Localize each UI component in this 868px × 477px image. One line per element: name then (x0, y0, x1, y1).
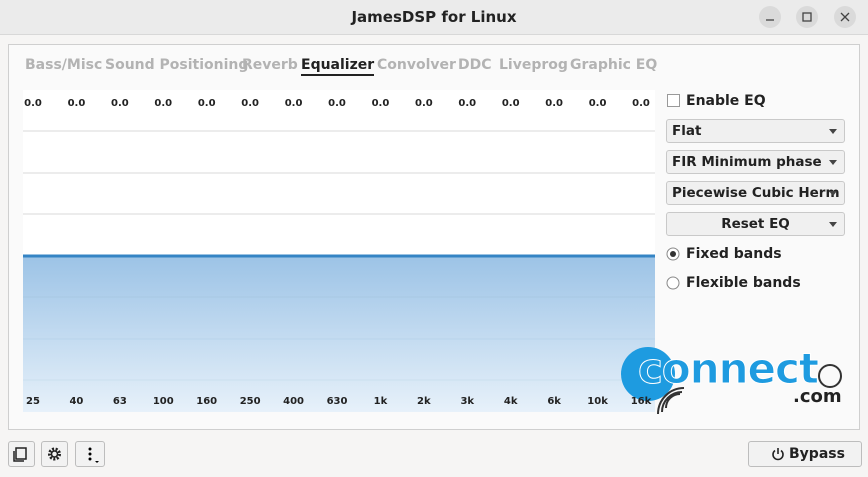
bypass-button[interactable]: Bypass (748, 441, 862, 467)
band-frequency: 4k (503, 396, 518, 407)
band-frequency: 100 (152, 396, 174, 407)
enable-label[interactable]: Enable EQ (686, 93, 766, 109)
band-frequency: 250 (239, 396, 261, 407)
window-button[interactable] (8, 441, 35, 467)
band-gain: 0.0 (241, 98, 259, 109)
band-gain: 0.0 (284, 98, 303, 109)
band-gain: 0.0 (328, 98, 346, 109)
band-gain: 0.0 (588, 98, 607, 109)
tab[interactable]: DDC (458, 57, 492, 73)
fixed-radio[interactable] (666, 247, 681, 262)
title-bar (0, 0, 868, 35)
band-gain: 0.0 (24, 98, 42, 109)
band-frequency: 25 (26, 396, 40, 407)
band-frequency: 630 (326, 396, 348, 407)
band-gain: 0.0 (414, 98, 433, 109)
band-frequency: 160 (196, 396, 218, 407)
band-gain: 0.0 (67, 98, 86, 109)
tab[interactable]: Graphic EQ (570, 57, 658, 73)
band-gain: 0.0 (110, 98, 129, 109)
tab[interactable]: Sound Positioning (105, 57, 249, 73)
preset-combo[interactable]: Flat (666, 119, 845, 143)
reset-button[interactable]: Reset EQ (666, 212, 845, 236)
close-button[interactable] (834, 6, 856, 28)
band-gain: 0.0 (545, 98, 563, 109)
band-gain: 0.0 (501, 98, 520, 109)
interpolation-combo[interactable]: Piecewise Cubic Herm (666, 181, 845, 205)
band-frequency: 40 (69, 396, 84, 407)
band-gain: 0.0 (632, 98, 650, 109)
band-gain: 0.0 (458, 98, 477, 109)
watermark-domain: .com (793, 386, 842, 407)
enable-checkbox[interactable] (667, 94, 680, 107)
band-frequency: 3k (460, 396, 475, 407)
band-frequency: 400 (283, 396, 304, 407)
tab[interactable]: Equalizer (301, 57, 375, 76)
tab[interactable]: Convolver (377, 57, 456, 73)
bypass-label[interactable]: Bypass (789, 446, 845, 462)
maximize-button[interactable] (796, 6, 818, 28)
band-frequency: 10k (587, 396, 608, 407)
tab[interactable]: Liveprog (499, 57, 568, 73)
menu-button[interactable] (75, 441, 105, 467)
band-gain: 0.0 (154, 98, 173, 109)
fixed-label[interactable]: Fixed bands (686, 246, 782, 262)
watermark-name: connect (637, 344, 819, 394)
watermark-logo (621, 347, 842, 415)
eq-graph (23, 90, 655, 412)
band-frequency: 2k (417, 396, 431, 407)
band-frequency: 6k (547, 396, 561, 407)
minimize-button[interactable] (759, 6, 781, 28)
band-frequency: 16k (630, 396, 652, 407)
tab[interactable]: Reverb (242, 57, 298, 73)
band-frequency: 63 (112, 396, 127, 407)
window-title: JamesDSP for Linux (351, 8, 517, 26)
flexible-label[interactable]: Flexible bands (686, 275, 801, 291)
flexible-radio[interactable] (666, 276, 681, 291)
filter-combo[interactable]: FIR Minimum phase (666, 150, 845, 174)
band-frequency: 1k (373, 396, 388, 407)
band-gain: 0.0 (197, 98, 216, 109)
tab[interactable]: Bass/Misc (25, 57, 103, 73)
settings-button[interactable] (41, 441, 68, 467)
band-gain: 0.0 (371, 98, 390, 109)
